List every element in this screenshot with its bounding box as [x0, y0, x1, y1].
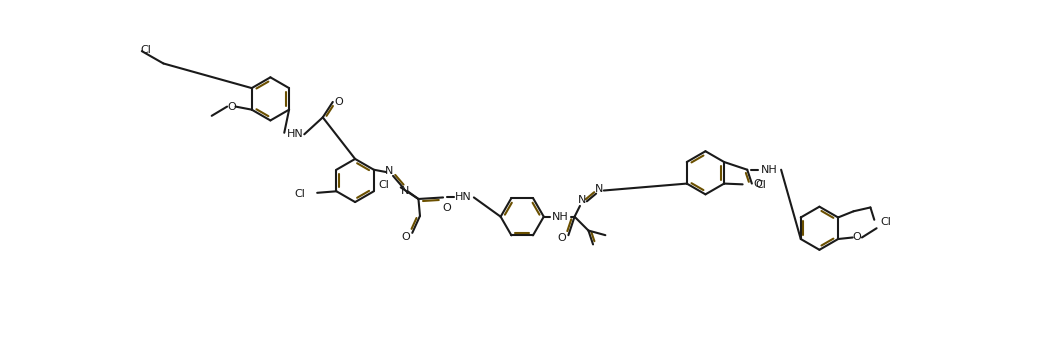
Text: O: O: [228, 102, 236, 111]
Text: N: N: [578, 195, 586, 205]
Text: Cl: Cl: [755, 180, 766, 190]
Text: N: N: [385, 166, 394, 176]
Text: NH: NH: [552, 212, 569, 222]
Text: N: N: [400, 186, 409, 196]
Text: Cl: Cl: [140, 45, 151, 55]
Text: HN: HN: [454, 193, 471, 202]
Text: O: O: [443, 203, 451, 213]
Text: Cl: Cl: [295, 189, 305, 199]
Text: Cl: Cl: [379, 180, 389, 190]
Text: N: N: [595, 184, 603, 194]
Text: O: O: [852, 232, 861, 243]
Text: HN: HN: [286, 129, 303, 139]
Text: O: O: [753, 178, 763, 189]
Text: O: O: [334, 97, 344, 107]
Text: Cl: Cl: [880, 217, 892, 227]
Text: O: O: [558, 233, 567, 243]
Text: O: O: [402, 232, 411, 242]
Text: NH: NH: [761, 165, 777, 175]
